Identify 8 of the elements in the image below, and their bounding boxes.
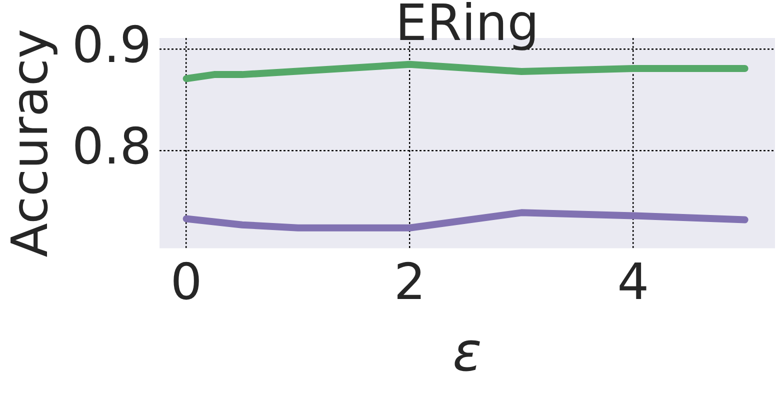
x-axis-title: ε (452, 320, 482, 384)
y-axis-title: Accuracy (0, 28, 59, 258)
x-tick-label: 2 (394, 253, 426, 312)
x-tick-label: 4 (617, 253, 650, 312)
y-tick-label: 0.9 (72, 16, 152, 74)
x-tick-label: 0 (170, 253, 202, 312)
y-tick-label: 0.8 (72, 118, 152, 176)
chart-title: ERing (395, 0, 540, 52)
